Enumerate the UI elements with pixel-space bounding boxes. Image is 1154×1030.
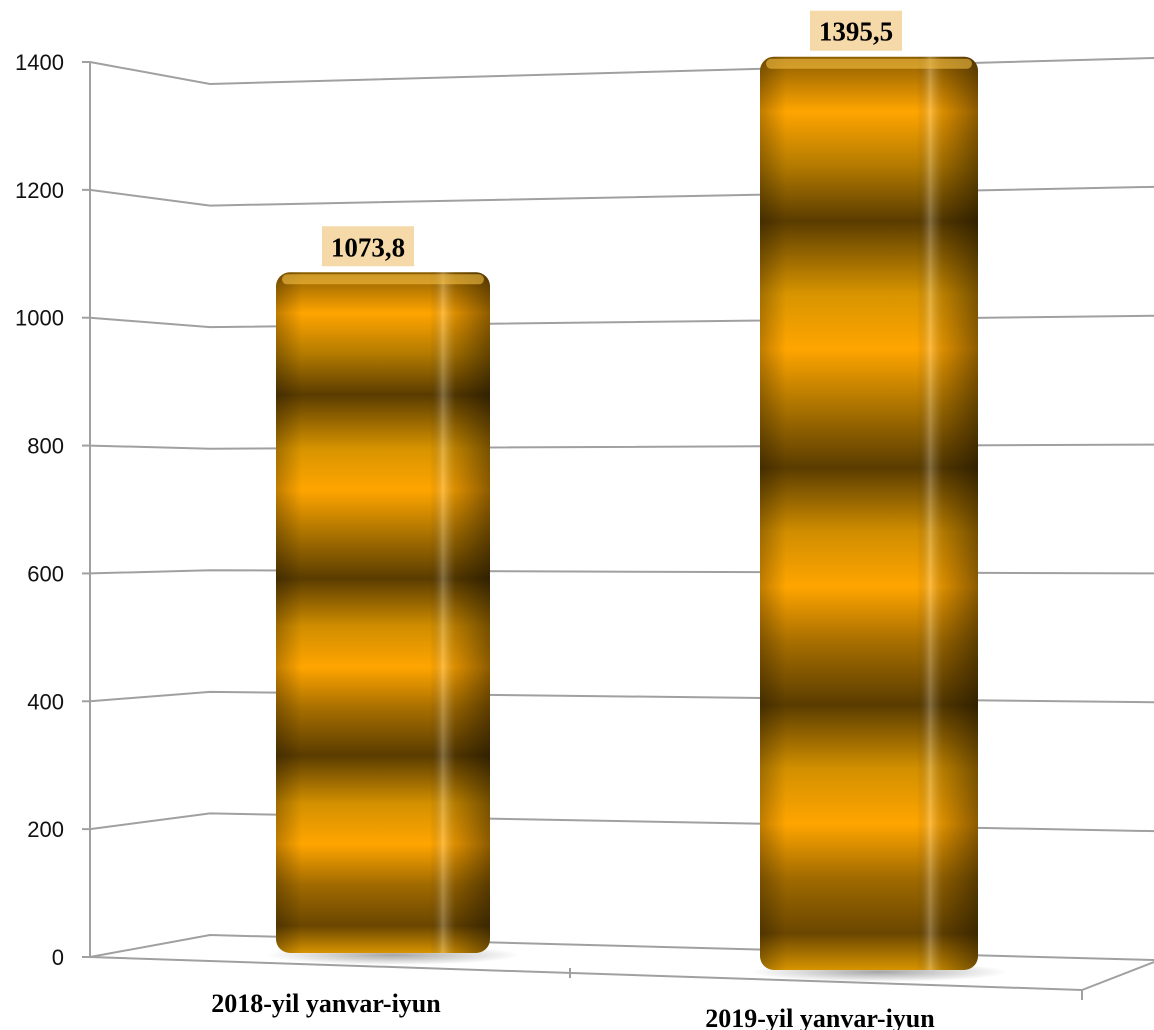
gridline bbox=[89, 690, 1154, 704]
bar-top-highlight bbox=[766, 58, 972, 69]
data-label: 1395,5 bbox=[819, 17, 893, 47]
bars bbox=[266, 56, 1008, 982]
labels: 0 200 400 600 800 1000 1200 1400 1073,8 2018-yil … bbox=[15, 10, 935, 1030]
y-tick-label: 800 bbox=[27, 434, 64, 459]
y-tick-label: 600 bbox=[27, 561, 64, 586]
y-tick-label: 1000 bbox=[15, 306, 64, 331]
gridline bbox=[89, 185, 1154, 207]
bar-top-highlight bbox=[282, 274, 484, 285]
y-tick-label: 1400 bbox=[15, 50, 64, 75]
data-label: 1073,8 bbox=[331, 232, 405, 262]
x-category-label: 2018-yil yanvar-iyun bbox=[211, 989, 441, 1018]
x-category-label: 2019-yil yanvar-iyun bbox=[705, 1004, 935, 1030]
bar-shading bbox=[760, 56, 978, 971]
gridline bbox=[89, 933, 1154, 961]
bar-shading bbox=[276, 272, 490, 954]
y-tick-label: 0 bbox=[52, 945, 64, 970]
data-label-box bbox=[810, 10, 902, 51]
y-tick-label: 400 bbox=[27, 689, 64, 714]
data-label-box bbox=[322, 226, 414, 267]
axes bbox=[82, 61, 1154, 1000]
y-tick-label: 200 bbox=[27, 817, 64, 842]
gridlines bbox=[89, 57, 1154, 961]
gridline bbox=[89, 57, 1154, 86]
gridline bbox=[89, 314, 1154, 329]
gridline bbox=[89, 443, 1154, 450]
gridline bbox=[89, 812, 1154, 833]
y-tick-label: 1200 bbox=[15, 178, 64, 203]
gridline bbox=[89, 569, 1154, 575]
